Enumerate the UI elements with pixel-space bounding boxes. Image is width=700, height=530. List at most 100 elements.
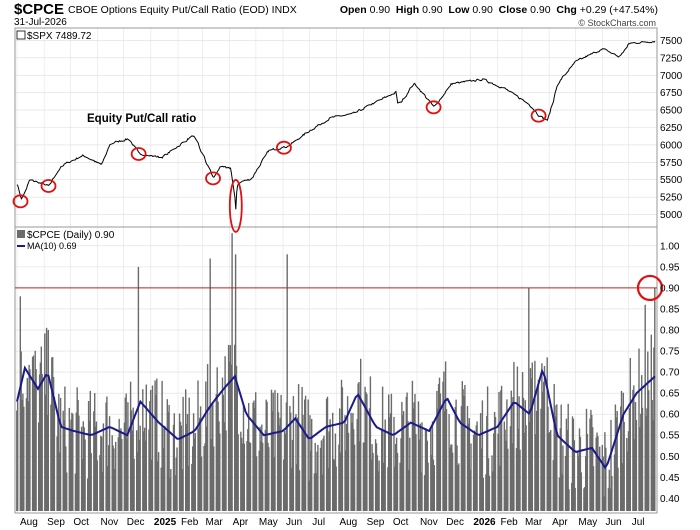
ratio-bar [487,458,490,511]
ratio-bar [432,459,435,511]
ratio-bar [620,391,623,511]
ratio-bar [273,457,275,511]
ratio-bar [323,435,325,511]
ratio-bar [215,394,217,511]
price-tick-label: 7500 [660,36,683,47]
price-tick-label: 6750 [660,88,683,99]
ratio-bar [276,393,279,511]
ratio-bar [95,421,98,511]
ratio-bar [186,414,189,511]
ratio-bar [197,380,199,511]
ratio-bar [451,452,454,511]
ratio-tick-label: 0.80 [660,326,680,337]
ratio-bar [192,413,195,511]
ratio-bar [267,442,269,511]
ratio-bar [411,380,414,511]
ratio-tick-label: 0.85 [660,304,680,315]
ratio-bar [604,432,606,511]
ratio-bar [537,379,540,511]
ratio-bar [41,373,43,511]
ratio-bar [310,450,312,511]
ratio-bar [230,364,232,511]
ratio-bar [74,473,77,511]
ratio-bar [198,428,200,511]
ratio-bar [401,401,403,511]
ratio-bar [566,429,568,511]
ratio-bar [509,426,512,511]
ratio-bar [107,466,109,511]
ratio-bar [179,421,182,511]
ratio-bar [292,396,295,511]
ratio-bar [481,400,484,511]
ratio-bar [603,496,605,511]
ratio-bar [493,411,496,511]
ratio-bar [283,459,285,511]
ratio-bar [500,390,502,511]
ratio-bar [437,408,439,511]
ratio-bar [365,392,367,511]
x-tick-label: Sep [47,517,65,528]
ratio-bar [40,346,42,511]
ratio-bar [613,454,616,511]
ratio-bar [393,416,395,511]
ratio-bar [641,375,643,511]
chart-header: $CPCE CBOE Options Equity Put/Call Ratio… [0,0,700,30]
ratio-bar [143,431,145,511]
ratio-bar [261,424,263,511]
ratio-bar [126,438,128,511]
x-tick-label: 2026 [473,517,496,528]
ratio-bar [553,384,555,511]
price-tick-label: 5250 [660,193,683,204]
ratio-bar [542,391,544,511]
ratio-bar [430,455,433,511]
ratio-bar [456,445,458,511]
ratio-bar [515,448,518,511]
ratio-bar [173,413,175,511]
ratio-bar [302,414,304,511]
stockcharts-watermark: © StockCharts.com [578,18,656,28]
ratio-bar [561,474,563,511]
x-tick-label: Feb [181,517,199,528]
ratio-bar [52,357,54,511]
ratio-bar [439,393,442,511]
ratio-bar [633,385,635,511]
ratio-tick-label: 0.95 [660,262,680,273]
ratio-bar [283,431,286,511]
ratio-bar [301,387,303,511]
ratio-bar [314,442,316,511]
ratio-bar [264,430,266,511]
ratio-tick-label: 0.75 [660,347,680,358]
ratio-bar [44,333,46,511]
ratio-bar [155,394,157,511]
ratio-bar [237,434,239,511]
ratio-bar [427,462,429,511]
ratio-bar [339,408,341,511]
ratio-bar [29,369,31,511]
ratio-bar [500,385,503,511]
ratio-bar [552,460,554,511]
ratio-bar [592,466,595,511]
ratio-bar [249,443,252,511]
ratio-bar [454,407,456,511]
ratio-bar [101,436,103,511]
ratio-bar [381,428,383,511]
ratio-bar [516,366,519,511]
ratio-bar [531,362,533,511]
ratio-bar [309,415,311,511]
ratio-bar [139,425,141,511]
ratio-bar [333,460,336,511]
ratio-bar [295,414,297,511]
spx-legend-label: $SPX 7489.72 [27,31,92,42]
ratio-bar [142,389,144,511]
high-value: 0.90 [422,4,443,16]
ratio-bar [466,406,469,511]
ratio-bar [406,392,408,511]
ratio-bar [156,378,158,511]
ratio-bar [87,401,90,511]
ratio-bar [438,377,441,511]
ratio-bar [23,406,25,511]
ratio-bar [513,362,515,511]
ratio-bar [129,381,132,511]
ratio-bar [175,457,177,511]
ratio-bar [213,446,215,511]
